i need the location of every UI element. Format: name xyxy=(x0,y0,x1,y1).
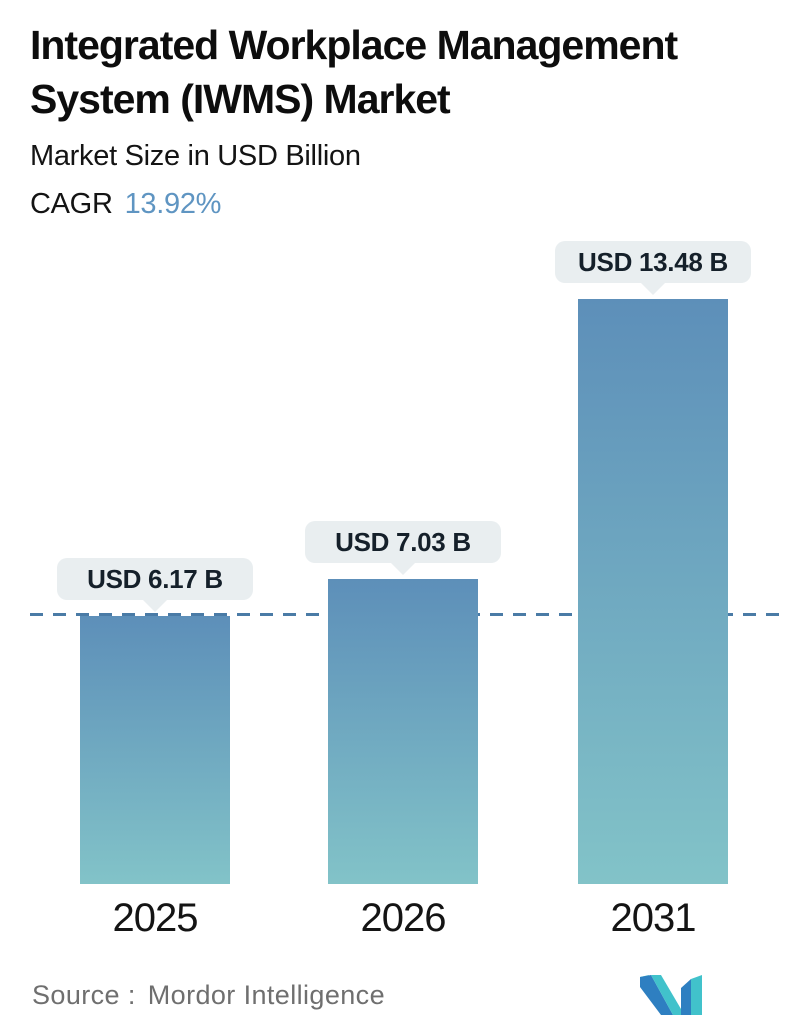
bubble-pointer-icon xyxy=(390,562,416,575)
source-line: Source : Mordor Intelligence xyxy=(32,980,385,1011)
cagr-value: 13.92% xyxy=(124,188,222,220)
bubble-pointer-icon xyxy=(640,282,666,295)
bar-rect-2031 xyxy=(578,299,728,884)
x-axis-label-2025: 2025 xyxy=(112,896,199,940)
cagr-label: CAGR xyxy=(30,188,113,220)
value-label: USD 13.48 B xyxy=(578,247,728,277)
cagr-row: CAGR 13.92% xyxy=(30,188,221,221)
x-axis-label-2026: 2026 xyxy=(360,896,447,940)
source-value: Mordor Intelligence xyxy=(147,979,385,1010)
bubble-pointer-icon xyxy=(142,599,168,612)
value-bubble: USD 7.03 B xyxy=(305,521,501,575)
value-label: USD 7.03 B xyxy=(335,527,471,557)
value-bubble: USD 6.17 B xyxy=(57,558,253,612)
mordor-intelligence-logo xyxy=(640,975,702,1015)
value-bubble: USD 13.48 B xyxy=(555,241,751,295)
bar-rect-2025 xyxy=(80,616,230,884)
bar-rect-2026 xyxy=(328,579,478,884)
page-title: Integrated Workplace Management System (… xyxy=(30,22,678,123)
x-axis-label-2031: 2031 xyxy=(610,896,697,940)
chart-subtitle: Market Size in USD Billion xyxy=(30,140,361,172)
bar-chart: USD 6.17 B 2025 USD 7.03 B 2026 USD 13.4… xyxy=(0,230,796,940)
source-label: Source : xyxy=(32,979,136,1010)
footer: Source : Mordor Intelligence xyxy=(32,966,702,1024)
value-label: USD 6.17 B xyxy=(87,564,223,594)
